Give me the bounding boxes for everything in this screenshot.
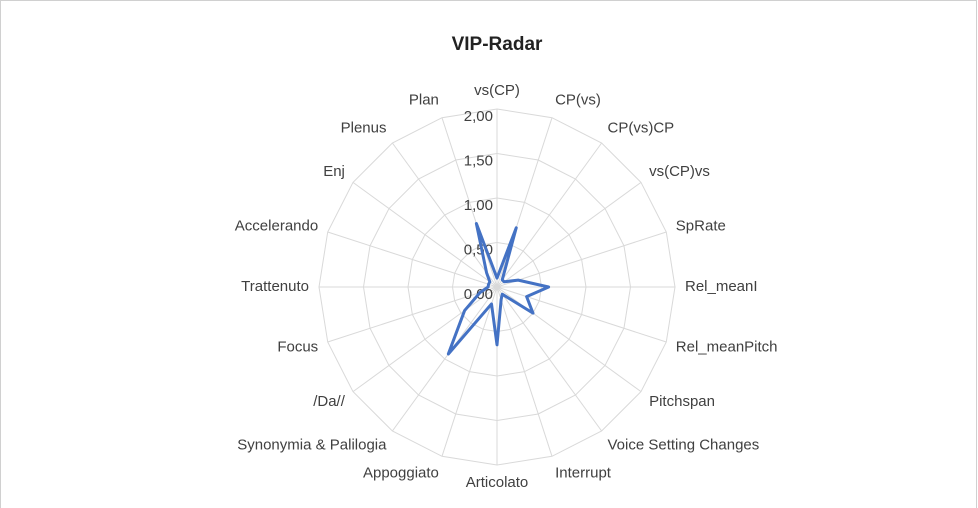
spoke xyxy=(496,117,553,288)
category-label: Synonymia & Palilogia xyxy=(237,437,387,454)
spoke xyxy=(441,286,498,457)
spoke xyxy=(496,286,553,457)
category-label: SpRate xyxy=(676,217,726,234)
category-label: CP(vs)CP xyxy=(608,119,675,136)
category-label: Rel_meanI xyxy=(685,278,758,295)
category-label: Voice Setting Changes xyxy=(608,437,760,454)
chart-title: VIP-Radar xyxy=(452,34,543,55)
spoke xyxy=(327,231,498,288)
spoke xyxy=(496,142,603,288)
spoke xyxy=(496,231,667,288)
category-label: Enj xyxy=(323,163,345,180)
spoke xyxy=(327,286,498,343)
spoke xyxy=(441,117,498,288)
category-label: CP(vs) xyxy=(555,92,601,109)
spoke xyxy=(352,286,498,393)
category-label: Focus xyxy=(277,339,318,356)
category-label: Accelerando xyxy=(235,217,318,234)
tick-label: 2,00 xyxy=(464,108,493,125)
spoke xyxy=(391,286,498,432)
spoke xyxy=(352,181,498,288)
category-label: Articolato xyxy=(466,474,529,491)
category-label: vs(CP) xyxy=(474,82,520,99)
category-label: Plan xyxy=(409,92,439,109)
series-line xyxy=(446,222,551,356)
category-label: vs(CP)vs xyxy=(649,163,710,180)
spoke xyxy=(496,181,642,288)
category-label: Appoggiato xyxy=(363,464,439,481)
tick-label: 1,00 xyxy=(464,197,493,214)
tick-label: 1,50 xyxy=(464,152,493,169)
category-label: Plenus xyxy=(341,119,387,136)
category-label: Pitchspan xyxy=(649,393,715,410)
spoke xyxy=(391,142,498,288)
category-label: Rel_meanPitch xyxy=(676,339,778,356)
category-label: Interrupt xyxy=(555,464,612,481)
category-label: Trattenuto xyxy=(241,278,309,295)
category-label: /Da// xyxy=(313,393,346,410)
spoke xyxy=(496,286,603,432)
